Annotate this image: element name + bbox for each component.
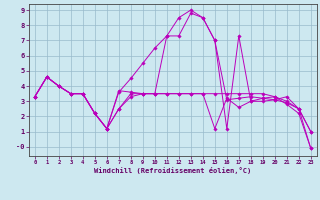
X-axis label: Windchill (Refroidissement éolien,°C): Windchill (Refroidissement éolien,°C) — [94, 167, 252, 174]
